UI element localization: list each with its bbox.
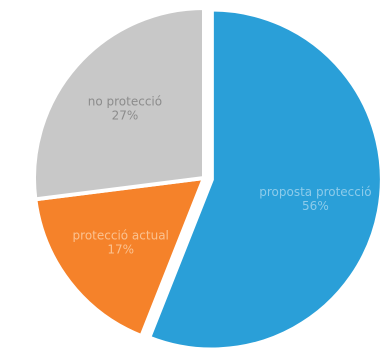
pie-slice-1 [33, 175, 208, 339]
pie-slice-0 [146, 7, 383, 352]
slices-layer [32, 5, 383, 352]
pie-slice-2 [32, 5, 206, 202]
slice-value-2: 27% [112, 108, 139, 122]
slice-value-0: 56% [302, 199, 329, 213]
slice-value-1: 17% [107, 243, 134, 257]
slice-label-2: no protecció [88, 94, 162, 108]
slice-label-0: proposta protecció [259, 185, 371, 199]
slice-label-1: protecció actual [73, 229, 169, 243]
